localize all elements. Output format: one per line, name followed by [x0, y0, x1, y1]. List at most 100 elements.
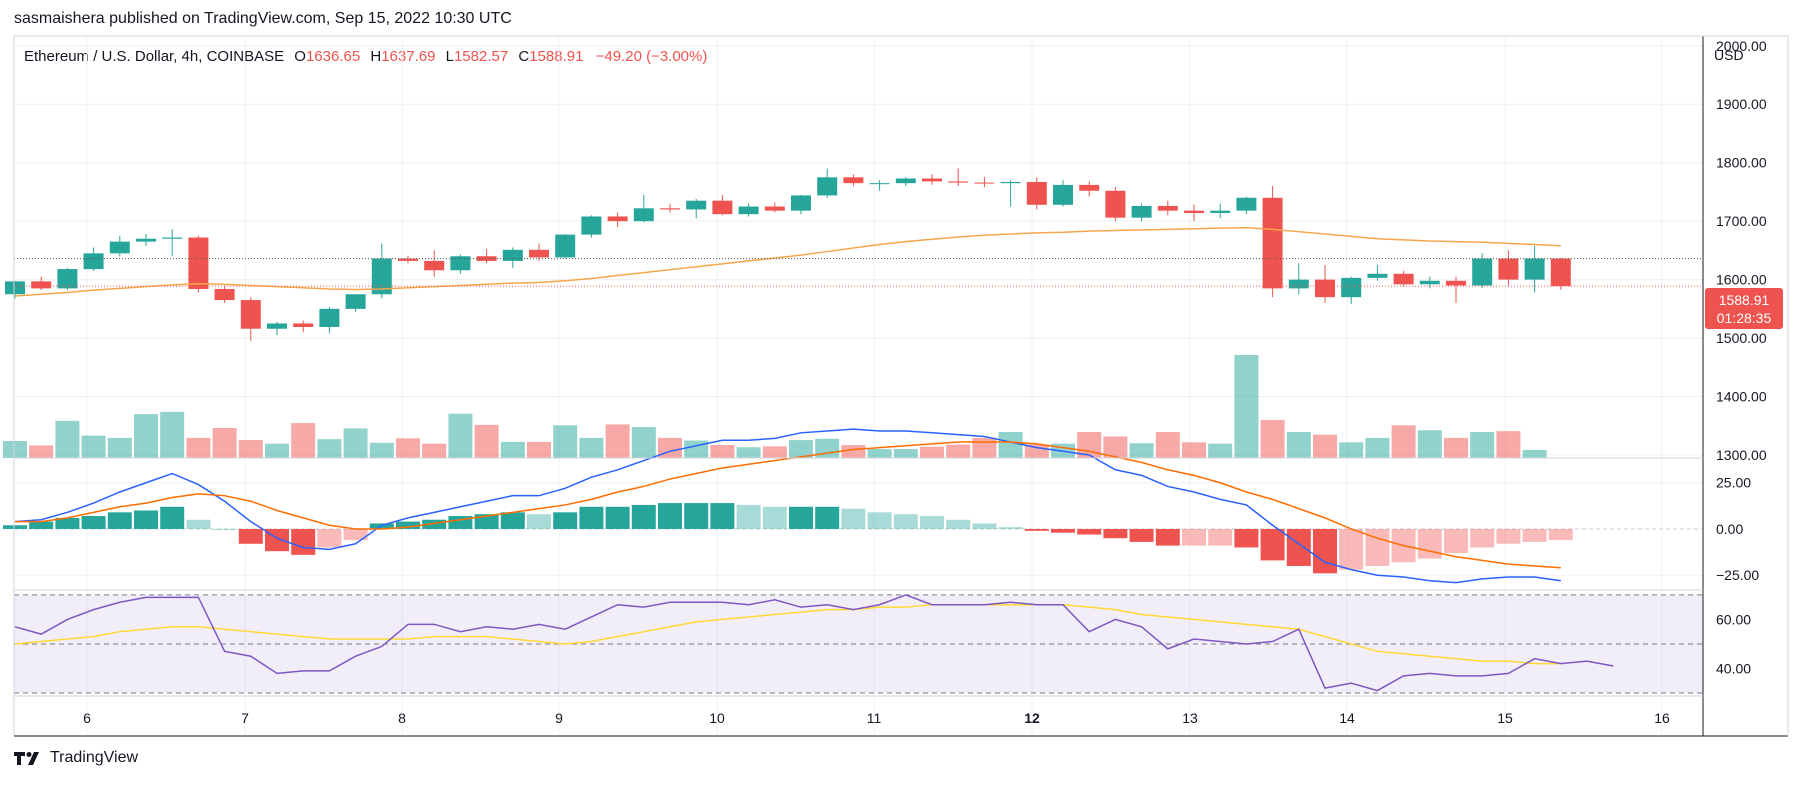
macd-histogram-bar: [107, 512, 132, 529]
candle-body: [1472, 258, 1493, 286]
macd-histogram-bar: [1208, 528, 1233, 546]
candle-body: [555, 234, 576, 258]
candle-body: [371, 258, 392, 295]
volume-bar: [1470, 432, 1495, 458]
volume-bar: [3, 440, 27, 458]
volume-bar: [422, 443, 447, 458]
macd-pane: [3, 428, 1573, 584]
volume-bar: [1417, 430, 1442, 458]
candle-body: [529, 249, 549, 258]
open-label: O: [294, 48, 306, 65]
macd-histogram-bar: [841, 508, 866, 529]
y-tick-label: 1900.00: [1716, 96, 1767, 112]
macd-histogram-bar: [474, 514, 499, 529]
last-price-value: 1588.91: [1719, 292, 1770, 308]
macd-histogram-bar: [1470, 528, 1495, 548]
candle-body: [424, 260, 445, 271]
candle-body: [1288, 279, 1309, 289]
candle-body: [188, 237, 209, 289]
candle-body: [240, 300, 261, 329]
candle-body: [345, 294, 366, 309]
volume-bar: [710, 445, 735, 458]
candle-body: [660, 208, 680, 210]
volume-bar: [841, 445, 866, 458]
volume-bars: [3, 355, 1547, 458]
candle-body: [686, 200, 707, 210]
volume-bar: [1365, 437, 1390, 458]
volume-bar: [55, 420, 80, 458]
volume-bar: [815, 438, 840, 458]
macd-histogram-bar: [1182, 528, 1206, 546]
macd-histogram-bar: [291, 528, 316, 555]
rsi-line: [14, 594, 1614, 692]
volume-bar: [396, 438, 420, 458]
macd-histogram-bar: [134, 510, 158, 529]
volume-bar: [893, 449, 918, 458]
x-tick-label: 13: [1182, 710, 1198, 726]
close-label: C: [518, 48, 530, 65]
rsi-tick-label: 60.00: [1716, 611, 1751, 627]
volume-bar: [1234, 355, 1259, 458]
symbol-name[interactable]: Ethereum / U.S. Dollar, 4h, COINBASE: [24, 48, 285, 65]
candle-body: [712, 200, 733, 215]
volume-bar: [1129, 443, 1154, 458]
x-tick-label: 9: [555, 710, 563, 726]
candle-body: [633, 208, 654, 222]
low-label: L: [445, 48, 454, 65]
volume-bar: [1286, 432, 1311, 458]
volume-bar: [1155, 432, 1180, 458]
y-tick-label: 1400.00: [1716, 389, 1767, 405]
volume-bar: [212, 427, 237, 458]
macd-histogram-bar: [1024, 528, 1049, 531]
y-tick-label: 2000.00: [1716, 38, 1767, 54]
candle-body: [293, 323, 314, 327]
candle-body: [817, 177, 838, 196]
candle-body: [1210, 210, 1231, 213]
volume-bar: [1339, 442, 1364, 458]
macd-signal-line: [15, 441, 1561, 569]
candle-body: [398, 258, 418, 261]
y-tick-label: 1800.00: [1716, 155, 1767, 171]
x-tick-label: 11: [867, 710, 882, 726]
macd-histogram-bar: [998, 527, 1023, 529]
macd-histogram-bar: [81, 516, 106, 529]
candle-body: [319, 308, 340, 327]
candle-body: [922, 178, 942, 182]
volume-bar: [867, 449, 892, 458]
volume-bar: [186, 437, 211, 458]
tradingview-logo-icon: [14, 752, 39, 765]
y-tick-label: 1300.00: [1716, 447, 1767, 463]
candle-body: [581, 216, 602, 235]
macd-histogram-bar: [1522, 528, 1547, 542]
volume-bar: [605, 424, 630, 458]
macd-line: [14, 428, 1561, 584]
candle-body: [974, 182, 995, 184]
change-value: −49.20 (−3.00%): [595, 48, 708, 65]
macd-histogram-bar: [920, 516, 944, 529]
macd-histogram-bar: [946, 519, 971, 529]
macd-histogram-bar: [1444, 528, 1468, 554]
candle-body: [1157, 205, 1178, 211]
macd-histogram-bar: [1496, 528, 1521, 544]
candles: [5, 168, 1571, 342]
volume-bar: [369, 442, 394, 458]
macd-histogram-bar: [1286, 528, 1311, 566]
candle-body: [31, 281, 52, 289]
volume-bar: [160, 411, 185, 458]
candle-body: [83, 253, 104, 270]
x-tick-label: 14: [1339, 710, 1355, 726]
macd-histogram-bar: [762, 506, 787, 529]
volume-bar: [1182, 442, 1206, 458]
y-tick-label: 1700.00: [1716, 213, 1767, 229]
macd-histogram-bar: [369, 523, 394, 529]
candle-body: [1393, 273, 1414, 285]
candle-body: [1184, 210, 1204, 213]
high-value: 1637.69: [381, 48, 436, 65]
candle-body: [136, 238, 156, 242]
volume-bar: [500, 441, 525, 458]
macd-histogram-bar: [343, 528, 368, 541]
candle-body: [895, 178, 916, 184]
candle-body: [1524, 258, 1545, 280]
tradingview-logo[interactable]: TradingView: [14, 749, 138, 767]
